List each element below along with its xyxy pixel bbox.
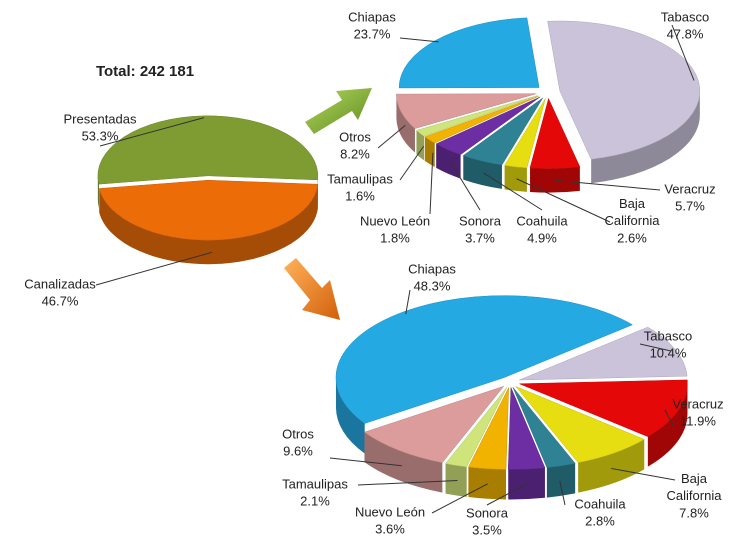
slice-label: Coahuila bbox=[516, 213, 568, 228]
pie-slice bbox=[504, 98, 546, 169]
slice-value-label: 48.3% bbox=[414, 278, 451, 293]
leader-line bbox=[639, 343, 672, 352]
pie-slice bbox=[424, 95, 539, 144]
slice-label: Tamaulipas bbox=[327, 171, 393, 186]
slice-value-label: 3.5% bbox=[472, 522, 502, 536]
pie-slice bbox=[335, 295, 634, 424]
slice-label: Veracruz bbox=[664, 181, 715, 196]
slice-value-label: 9.6% bbox=[283, 443, 313, 458]
pie-slice-side bbox=[578, 439, 645, 493]
leader-line bbox=[554, 179, 661, 191]
pie-slice-side bbox=[508, 467, 545, 500]
slice-label: Tamaulipas bbox=[282, 476, 348, 491]
pie-slice bbox=[97, 115, 319, 185]
slice-label: Veracruz bbox=[672, 396, 723, 411]
slice-value-label: 11.9% bbox=[680, 413, 716, 428]
pie-slice-side bbox=[504, 165, 527, 192]
pie-slice-side bbox=[530, 166, 580, 193]
pie-slice bbox=[363, 385, 505, 463]
pie-slice-side bbox=[468, 467, 507, 500]
pie-slice bbox=[547, 20, 701, 160]
leader-line bbox=[664, 409, 675, 428]
pie-slice-side bbox=[396, 94, 415, 153]
slice-label: Tabasco bbox=[644, 328, 692, 343]
leader-line bbox=[377, 124, 406, 149]
slice-value-label: 3.7% bbox=[465, 230, 495, 245]
slice-label: Chiapas bbox=[348, 9, 396, 24]
leader-line bbox=[399, 37, 439, 43]
pie-slice bbox=[519, 326, 688, 381]
arrow bbox=[305, 88, 372, 134]
slice-label: Nuevo León bbox=[360, 213, 430, 228]
slice-value-label: 4.9% bbox=[527, 230, 557, 245]
leader-line bbox=[329, 457, 402, 467]
pie-slice bbox=[398, 17, 540, 89]
leader-line bbox=[99, 117, 205, 147]
pie-slice-side bbox=[335, 377, 365, 454]
pie-slice bbox=[435, 96, 541, 155]
arrow bbox=[284, 258, 340, 320]
leader-line bbox=[671, 24, 695, 81]
slice-label: Sonora bbox=[459, 213, 502, 228]
leader-line bbox=[450, 161, 481, 211]
slice-label: Coahuila bbox=[574, 496, 626, 511]
pie-tops bbox=[97, 17, 701, 470]
pie-slice bbox=[462, 97, 543, 166]
leader-line bbox=[399, 145, 425, 181]
pie-slice-side bbox=[463, 155, 502, 189]
pie-slice-side bbox=[591, 90, 700, 184]
pie-slice bbox=[515, 386, 645, 463]
slice-label: Presentadas bbox=[64, 111, 137, 126]
leader-line bbox=[559, 480, 566, 506]
leader-line bbox=[357, 479, 458, 486]
pie-slice bbox=[415, 95, 538, 137]
leader-line bbox=[405, 289, 411, 315]
slice-value-label: 53.3% bbox=[82, 128, 119, 143]
slice-label: Otros bbox=[339, 129, 371, 144]
slice-label: Nuevo León bbox=[355, 504, 425, 519]
slice-value-label: 1.6% bbox=[345, 188, 375, 203]
slice-label: Canalizadas bbox=[24, 276, 96, 291]
slice-value-label: 1.8% bbox=[380, 230, 410, 245]
slice-value-label: 23.7% bbox=[354, 26, 391, 41]
pie-slice-side bbox=[647, 383, 688, 467]
leader-line bbox=[516, 178, 611, 223]
slice-label: Sonora bbox=[466, 505, 509, 520]
slice-value-label: 10.4% bbox=[650, 345, 687, 360]
leader-line bbox=[431, 483, 488, 514]
pie-slice bbox=[98, 179, 319, 241]
slice-label: Otros bbox=[282, 426, 314, 441]
slice-value-label: 3.6% bbox=[375, 521, 405, 536]
slice-label: Tabasco bbox=[661, 9, 709, 24]
slice-value-label: 2.6% bbox=[617, 230, 647, 245]
pie-slice-side bbox=[364, 432, 443, 493]
pie-slice bbox=[507, 387, 546, 470]
slice-value-label: 47.8% bbox=[667, 26, 704, 41]
pie-slice-side bbox=[546, 463, 576, 498]
slice-value-label: 8.2% bbox=[340, 146, 370, 161]
leader-line bbox=[486, 483, 527, 506]
pie-slice bbox=[512, 387, 576, 468]
slice-value-label: 2.1% bbox=[300, 493, 330, 508]
slice-value-label: 7.8% bbox=[679, 505, 709, 520]
slice-label: Baja California bbox=[605, 196, 661, 228]
leader-line bbox=[95, 251, 213, 286]
slice-label: Baja California bbox=[667, 471, 723, 503]
leader-line bbox=[483, 172, 543, 211]
pie-slice bbox=[519, 379, 688, 437]
slice-value-label: 5.7% bbox=[675, 198, 705, 213]
slice-value-label: 46.7% bbox=[42, 293, 79, 308]
slice-value-label: 2.8% bbox=[585, 513, 615, 528]
pie-slice bbox=[468, 387, 509, 470]
pie-slice-side bbox=[99, 184, 318, 265]
leader-line bbox=[429, 152, 434, 215]
pie-slice bbox=[445, 387, 508, 468]
slice-label: Chiapas bbox=[408, 261, 456, 276]
leader-line bbox=[611, 467, 676, 481]
pie-slice bbox=[529, 97, 581, 169]
chart-title: Total: 242 181 bbox=[96, 63, 194, 80]
pie-slice-side bbox=[416, 130, 425, 161]
pie-slice bbox=[396, 93, 537, 129]
